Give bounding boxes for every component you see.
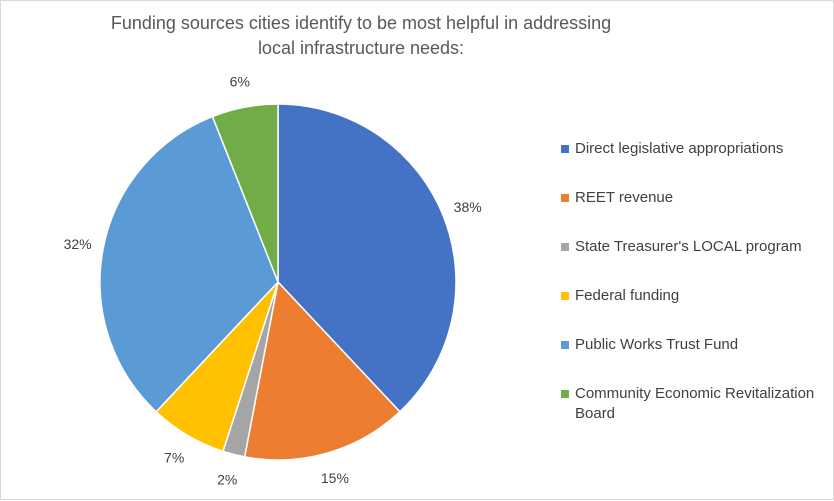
legend-swatch-cerb — [561, 390, 569, 398]
legend-item: Federal funding — [561, 286, 830, 306]
pie-slice-cerb — [211, 103, 279, 283]
data-label-pwtf: 32% — [64, 236, 92, 252]
chart-title: Funding sources cities identify to be mo… — [110, 13, 612, 58]
legend-swatch-reet — [561, 194, 569, 202]
legend-swatch-direct — [561, 145, 569, 153]
data-label-cerb: 6% — [230, 74, 250, 90]
legend-item: Community Economic Revitalization Board — [561, 384, 830, 424]
legend-label: REET revenue — [575, 189, 674, 206]
data-label-reet: 15% — [321, 470, 349, 486]
legend-item: State Treasurer's LOCAL program — [561, 237, 830, 257]
legend-label: Public Works Trust Fund — [575, 336, 739, 353]
legend-label: Direct legislative appropriations — [575, 140, 784, 157]
legend-label: Federal funding — [575, 287, 680, 304]
pie-slice-reet — [243, 280, 401, 461]
legend-item: REET revenue — [561, 188, 830, 208]
legend-swatch-pwtf — [561, 341, 569, 349]
data-label-federal: 7% — [164, 450, 184, 466]
data-label-local: 2% — [217, 472, 237, 488]
legend-item: Direct legislative appropriations — [561, 139, 830, 159]
legend-swatch-federal — [561, 292, 569, 300]
pie-slice-direct — [277, 103, 457, 413]
legend-swatch-local — [561, 243, 569, 251]
legend-label: Community Economic Revitalization Board — [575, 385, 815, 422]
legend-item: Public Works Trust Fund — [561, 335, 830, 355]
data-label-direct: 38% — [454, 199, 482, 215]
legend-label: State Treasurer's LOCAL program — [575, 238, 802, 255]
pie-slice-pwtf — [99, 115, 279, 413]
